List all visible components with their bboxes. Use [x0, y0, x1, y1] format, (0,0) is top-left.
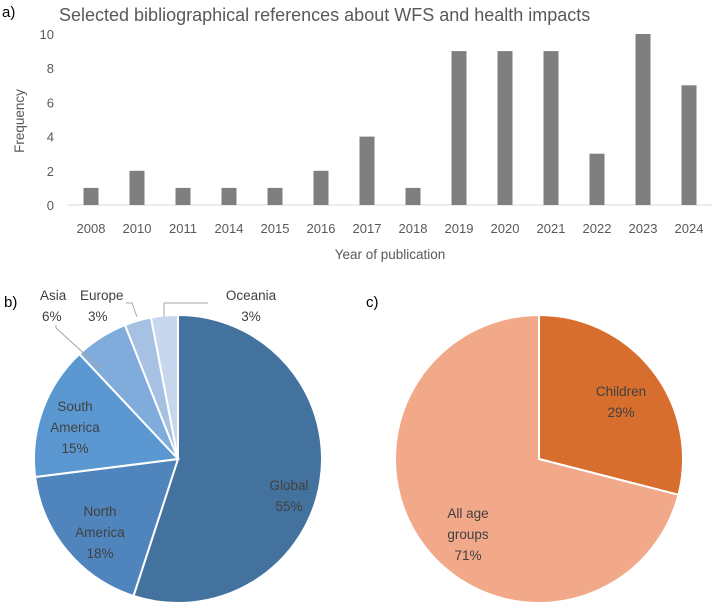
panel-label-b: b) — [4, 294, 17, 311]
slice-label: Oceania 3% — [226, 288, 277, 324]
slice-label: Europe 3% — [80, 288, 124, 324]
x-tick-label: 2019 — [445, 221, 474, 236]
bar — [175, 187, 191, 205]
y-tick-label: 8 — [47, 61, 54, 76]
bar — [451, 51, 467, 205]
pie-slice — [394, 313, 680, 604]
slice-label: South America 15% — [50, 399, 100, 456]
panel-label-a: a) — [2, 4, 15, 21]
bar-series: 0 2 4 6 8 10 2008 2010 2011 2014 2015 2016 2017 2018 2… — [40, 27, 704, 236]
y-tick-label: 10 — [40, 27, 54, 42]
x-tick-label: 2010 — [123, 221, 152, 236]
pie-slice — [34, 457, 180, 598]
bar — [83, 187, 99, 205]
slice-label: Children 29% — [596, 384, 646, 420]
x-tick-label: 2024 — [675, 221, 704, 236]
x-tick-label: 2021 — [537, 221, 566, 236]
bar — [313, 170, 329, 205]
bar — [589, 153, 605, 205]
y-tick-label: 6 — [47, 95, 54, 110]
bar — [129, 170, 145, 205]
x-tick-label: 2011 — [169, 221, 197, 236]
bar — [497, 51, 513, 205]
slice-label: North America 18% — [75, 504, 125, 561]
x-tick-label: 2020 — [491, 221, 520, 236]
bar — [221, 187, 237, 205]
y-tick-label: 0 — [47, 198, 54, 213]
bar — [359, 136, 375, 205]
y-tick-label: 2 — [47, 164, 54, 179]
leader-line — [163, 302, 208, 317]
y-axis-label: Frequency — [12, 89, 27, 153]
x-tick-label: 2023 — [629, 221, 658, 236]
x-axis-label: Year of publication — [335, 247, 446, 262]
slice-label: Asia 6% — [40, 288, 67, 324]
slice-label: All age groups 71% — [447, 506, 489, 563]
x-tick-label: 2016 — [307, 221, 336, 236]
leader-line — [126, 302, 138, 318]
bar — [267, 187, 283, 205]
pie-slice — [33, 352, 181, 479]
x-tick-label: 2022 — [583, 221, 612, 236]
leader-line — [55, 325, 101, 369]
bar — [635, 34, 651, 205]
x-tick-label: 2014 — [215, 221, 244, 236]
panel-label-c: c) — [366, 294, 379, 311]
y-tick-label: 4 — [47, 130, 54, 145]
pie-chart-age: Children 29% All age groups 71% — [394, 313, 684, 604]
x-tick-label: 2017 — [353, 221, 382, 236]
bar — [405, 187, 421, 205]
pie-slice — [132, 313, 323, 604]
x-tick-label: 2015 — [261, 221, 290, 236]
slice-label: Global 55% — [269, 478, 308, 514]
bar — [681, 85, 697, 205]
pie-slice — [538, 313, 684, 497]
x-tick-label: 2018 — [399, 221, 428, 236]
bar — [543, 51, 559, 205]
pie-chart-region: Global 55% North America 18% South America 15% A… — [33, 288, 323, 604]
x-tick-label: 2008 — [77, 221, 106, 236]
bar-chart-title: Selected bibliographical references abou… — [59, 5, 590, 25]
